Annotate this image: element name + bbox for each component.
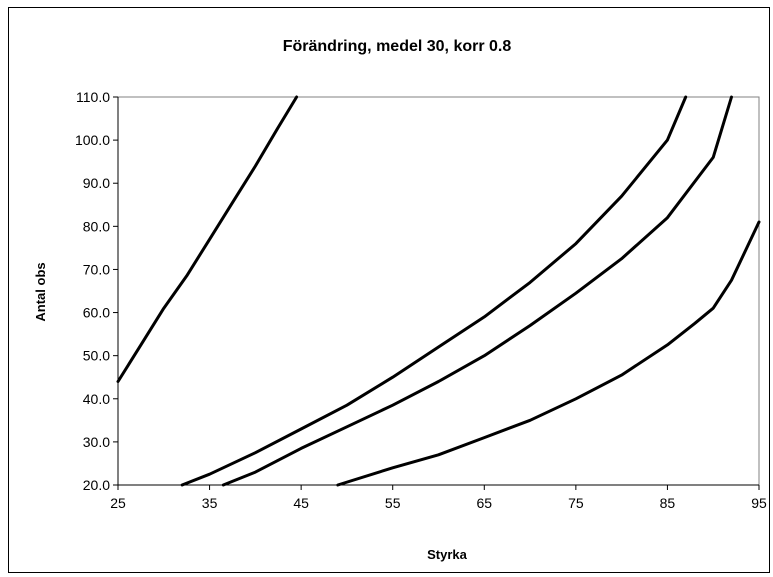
chart-area: Förändring, medel 30, korr 0.8 20.0 30.0 4… bbox=[8, 7, 770, 573]
series-line-3 bbox=[221, 95, 733, 487]
chart-title: Förändring, medel 30, korr 0.8 bbox=[283, 38, 512, 55]
y-axis-label: Antal obs bbox=[33, 262, 48, 321]
series-layer bbox=[116, 95, 761, 487]
y-tick-label: 60.0 bbox=[83, 305, 110, 321]
plot-layer bbox=[117, 96, 760, 486]
x-tick-label: 95 bbox=[751, 495, 767, 511]
y-tick-label: 20.0 bbox=[83, 477, 110, 493]
x-tick-label: 85 bbox=[660, 495, 676, 511]
x-tick-label: 45 bbox=[293, 495, 309, 511]
x-tick-label: 65 bbox=[476, 495, 492, 511]
y-tick-label: 100.0 bbox=[75, 132, 110, 148]
plot-border bbox=[117, 96, 760, 486]
ticks-layer: 20.0 30.0 40.0 50.0 60.0 70.0 80.0 90.0 100.0 110… bbox=[75, 89, 767, 511]
chart-svg: Förändring, medel 30, korr 0.8 20.0 30.0 4… bbox=[33, 38, 767, 562]
y-tick-label: 90.0 bbox=[83, 175, 110, 191]
y-tick-label: 110.0 bbox=[76, 89, 110, 105]
y-tick-label: 70.0 bbox=[83, 261, 110, 277]
x-axis-label: Styrka bbox=[427, 547, 468, 562]
series-line-4 bbox=[336, 220, 761, 487]
x-tick-label: 55 bbox=[385, 495, 401, 511]
y-tick-label: 80.0 bbox=[83, 218, 110, 234]
y-tick-label: 40.0 bbox=[83, 391, 110, 407]
series-line-1 bbox=[116, 95, 299, 383]
x-tick-label: 25 bbox=[110, 495, 126, 511]
x-tick-label: 75 bbox=[568, 495, 584, 511]
y-tick-label: 50.0 bbox=[83, 348, 110, 364]
series-line-2 bbox=[180, 95, 688, 487]
y-tick-label: 30.0 bbox=[83, 434, 110, 450]
x-tick-label: 35 bbox=[202, 495, 218, 511]
